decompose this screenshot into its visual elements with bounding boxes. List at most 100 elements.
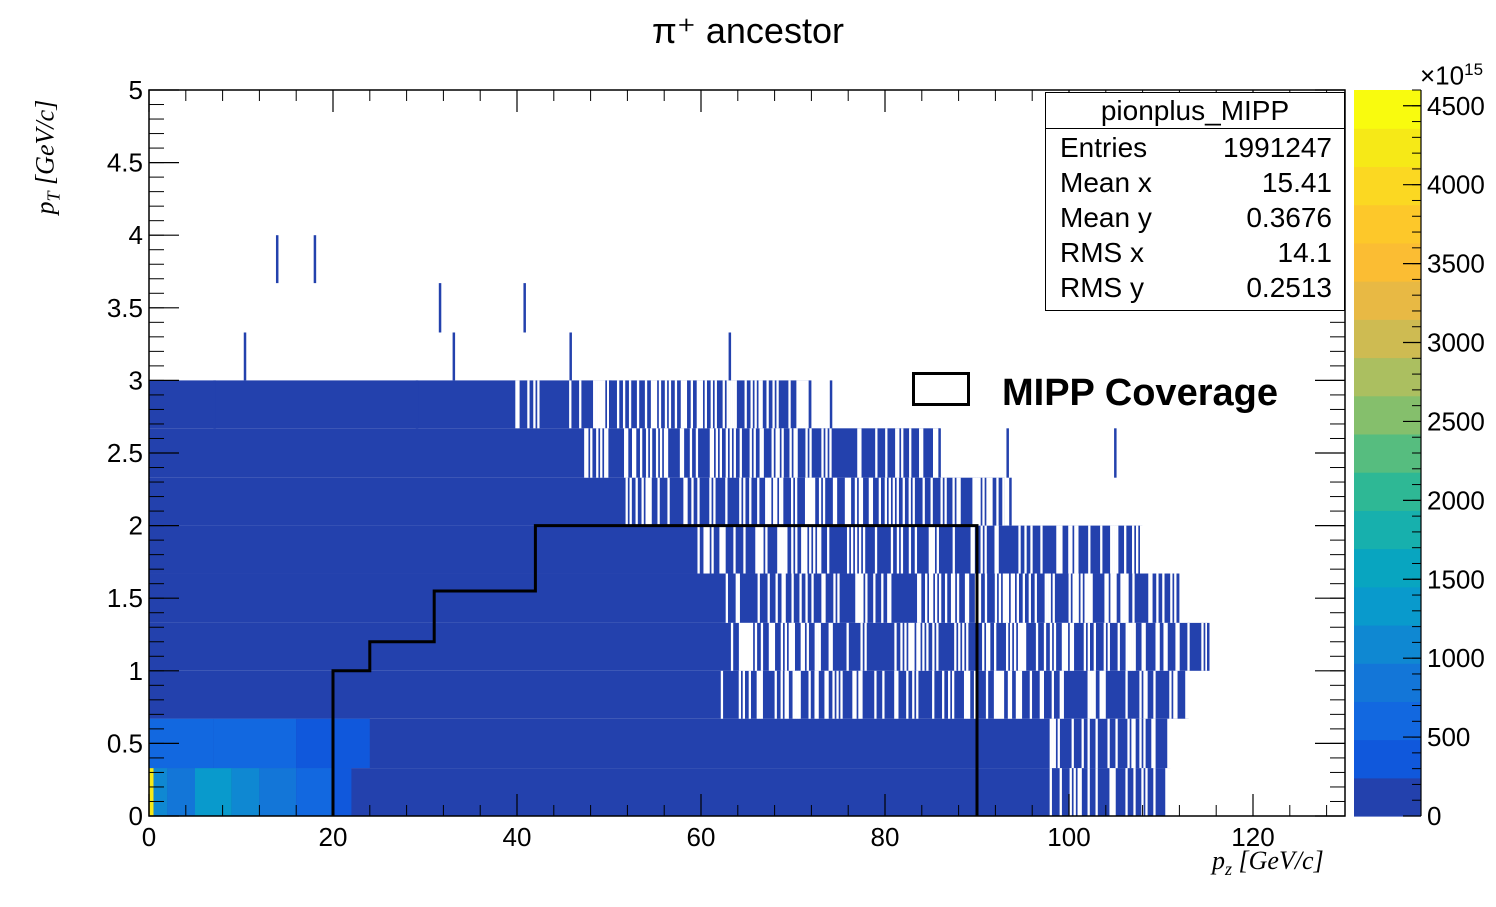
empty-bin — [1205, 622, 1208, 671]
empty-bin — [936, 525, 939, 574]
empty-bin — [806, 380, 809, 429]
empty-bin — [887, 573, 890, 623]
empty-bin — [1114, 573, 1117, 623]
axes: 0 20 40 60 80 100 120 0 0.5 1 1.5 2 2.5 3 3.5 4 4.5 5 — [107, 75, 1345, 852]
empty-bin — [982, 622, 985, 671]
empty-bin — [986, 622, 989, 671]
empty-bin — [972, 525, 975, 574]
y-tick-label: 3.5 — [107, 293, 143, 323]
empty-bin — [798, 380, 801, 429]
empty-bin — [527, 380, 530, 429]
empty-bin — [1115, 718, 1118, 769]
empty-bin — [1095, 718, 1098, 769]
empty-bin — [1084, 573, 1087, 623]
empty-bin — [766, 380, 769, 429]
empty-bin — [690, 380, 694, 429]
empty-bin — [954, 622, 957, 671]
empty-bin — [791, 573, 794, 623]
empty-bin — [625, 477, 628, 526]
empty-bin — [988, 477, 991, 526]
empty-bin — [889, 573, 892, 623]
empty-bin — [1077, 768, 1080, 816]
empty-bin — [1201, 622, 1204, 671]
empty-bin — [740, 622, 744, 671]
empty-bin — [1029, 670, 1033, 719]
empty-bin — [821, 428, 824, 478]
colorbar-multiplier: ×1015 — [1420, 60, 1484, 91]
empty-bin — [684, 380, 688, 429]
empty-bin — [952, 525, 955, 574]
empty-bin — [579, 380, 582, 429]
empty-bin — [700, 380, 703, 429]
empty-bin — [827, 525, 830, 574]
empty-bin — [777, 428, 780, 478]
empty-bin — [1070, 525, 1073, 574]
empty-bin — [785, 525, 788, 574]
empty-bin — [616, 380, 620, 429]
empty-bin — [776, 380, 779, 429]
y-tick-label: 4 — [129, 220, 143, 250]
empty-bin — [1111, 768, 1114, 816]
empty-bin — [840, 670, 843, 719]
empty-bin — [944, 573, 948, 623]
empty-bin — [912, 670, 915, 719]
empty-bin — [1043, 622, 1047, 671]
empty-bin — [1124, 573, 1127, 623]
empty-bin — [908, 477, 911, 526]
empty-bin — [875, 428, 878, 478]
empty-bin — [593, 380, 596, 429]
empty-bin — [881, 573, 884, 623]
empty-bin — [622, 380, 626, 429]
empty-bin — [1153, 670, 1156, 719]
density-cell-7 — [333, 768, 352, 816]
empty-bin — [1093, 670, 1096, 719]
empty-bin — [858, 477, 862, 526]
empty-bin — [725, 428, 728, 478]
empty-bin — [749, 428, 752, 478]
empty-bin — [533, 380, 536, 429]
empty-bin — [1103, 622, 1106, 671]
empty-bin — [1083, 622, 1087, 671]
empty-bin — [1016, 573, 1020, 623]
empty-bin — [1125, 768, 1128, 816]
empty-bin — [806, 622, 809, 671]
empty-bin — [1116, 525, 1119, 574]
empty-bin — [715, 428, 719, 478]
empty-bin — [950, 573, 954, 623]
empty-bin — [1044, 573, 1047, 623]
empty-bin — [644, 380, 648, 429]
colorbar: 0 500 1000 1500 2000 2500 3000 3500 4000 4500 — [1354, 89, 1485, 831]
empty-bin — [1131, 718, 1134, 769]
empty-bin — [1058, 525, 1061, 574]
stats-row-rms-x: RMS x 14.1 — [1060, 237, 1332, 268]
empty-bin — [918, 622, 921, 671]
empty-bin — [832, 670, 835, 719]
empty-bin — [934, 428, 938, 478]
empty-bin — [973, 670, 977, 719]
empty-bin — [1028, 573, 1031, 623]
empty-bin — [1040, 525, 1043, 574]
empty-bin — [1106, 573, 1109, 623]
colorbar-segment-17 — [1354, 128, 1421, 168]
occupancy-band-3 — [149, 622, 1207, 671]
empty-bin — [779, 525, 782, 574]
stray-bin — [243, 332, 247, 381]
stray-bin — [213, 380, 216, 429]
colorbar-segment-14 — [1354, 242, 1421, 282]
empty-bin — [1095, 768, 1098, 816]
empty-bin — [972, 477, 975, 526]
empty-bin — [801, 525, 804, 574]
empty-bin — [783, 525, 786, 574]
empty-bin — [931, 573, 934, 623]
y-tick-label: 5 — [129, 75, 143, 105]
empty-bin — [767, 573, 770, 623]
occupancy-band-2 — [149, 670, 1189, 719]
density-cell-3 — [195, 768, 232, 816]
empty-bin — [645, 428, 649, 478]
empty-bin — [952, 670, 955, 719]
empty-bin — [1145, 768, 1148, 816]
empty-bin — [814, 670, 817, 719]
empty-bin — [738, 622, 742, 671]
empty-bin — [1018, 525, 1021, 574]
